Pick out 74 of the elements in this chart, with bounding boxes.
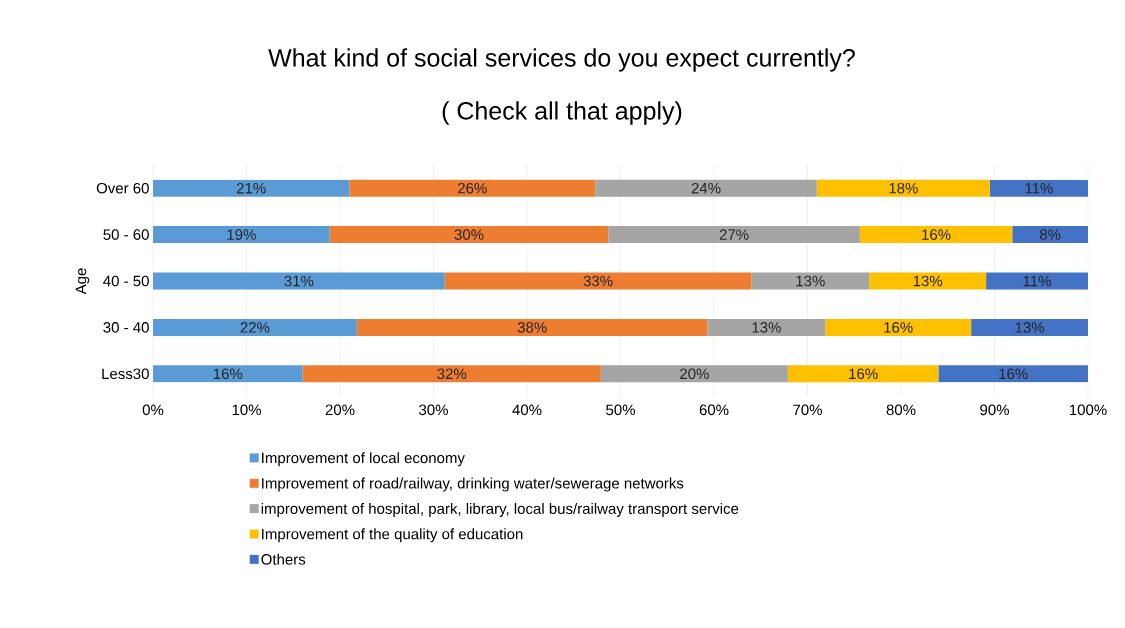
bar xyxy=(707,318,826,336)
data-label: 16% xyxy=(999,368,1028,380)
data-label: 32% xyxy=(437,368,467,380)
x-tick-label: 30% xyxy=(419,404,448,416)
bar xyxy=(444,272,752,290)
legend-label: Improvement of road/railway, drinking water/sewerage networks xyxy=(262,477,684,492)
data-label: 26% xyxy=(458,182,487,194)
data-label: 24% xyxy=(691,182,721,194)
x-tick-label: 0% xyxy=(142,404,164,416)
data-label: 21% xyxy=(236,182,266,194)
bar xyxy=(600,365,788,383)
bar xyxy=(153,226,330,244)
y-tick-label: Over 60 xyxy=(96,182,149,194)
data-label: 8% xyxy=(1039,229,1061,240)
bar xyxy=(986,272,1088,290)
bar xyxy=(302,365,601,383)
data-label: 13% xyxy=(752,322,781,333)
data-label: 20% xyxy=(680,368,709,380)
bar xyxy=(153,365,303,383)
bar xyxy=(971,318,1088,336)
x-tick-label: 10% xyxy=(232,404,261,416)
bar xyxy=(608,226,860,244)
x-tick-label: 90% xyxy=(980,404,1009,416)
x-tick-label: 70% xyxy=(793,404,822,416)
bar xyxy=(816,179,990,197)
y-axis-title: Age xyxy=(75,268,90,295)
data-label: 18% xyxy=(889,182,918,194)
x-tick-label: 20% xyxy=(325,404,355,416)
data-label: 22% xyxy=(240,322,270,333)
data-label: 13% xyxy=(796,275,825,287)
bar xyxy=(1012,226,1088,244)
data-label: 11% xyxy=(1025,182,1053,194)
bar xyxy=(869,272,987,290)
data-label: 16% xyxy=(884,322,913,333)
bar xyxy=(595,179,817,197)
bar xyxy=(938,365,1088,383)
bar xyxy=(751,272,870,290)
data-label: 19% xyxy=(227,229,256,240)
bar xyxy=(787,365,939,383)
x-tick-label: 40% xyxy=(512,404,542,416)
data-label: 11% xyxy=(1023,275,1051,287)
y-tick-label: 30 - 40 xyxy=(103,322,149,333)
y-tick-label: Less30 xyxy=(102,368,149,380)
bar xyxy=(859,226,1013,244)
bar xyxy=(349,179,596,197)
data-label: 13% xyxy=(913,275,943,287)
data-label: 16% xyxy=(922,229,951,240)
data-label: 27% xyxy=(719,229,749,240)
bar xyxy=(153,272,445,290)
chart-title: What kind of social services do you expect currently? xyxy=(268,48,855,72)
data-label: 33% xyxy=(583,275,613,287)
data-label: 38% xyxy=(517,322,547,333)
bar xyxy=(153,318,357,336)
data-label: 31% xyxy=(284,275,314,287)
y-tick-label: 50 - 60 xyxy=(103,229,149,240)
data-label: 16% xyxy=(213,368,243,380)
bar xyxy=(329,226,609,244)
data-label: 13% xyxy=(1015,322,1045,333)
x-tick-label: 60% xyxy=(699,404,729,416)
data-label: 30% xyxy=(454,229,484,240)
bar xyxy=(356,318,708,336)
data-label: 16% xyxy=(849,368,878,380)
legend-label: Improvement of the quality of education xyxy=(262,528,523,543)
legend-label: Others xyxy=(261,553,306,565)
chart-subtitle: ( Check all that apply) xyxy=(442,101,682,125)
x-tick-label: 50% xyxy=(606,404,635,416)
bar xyxy=(825,318,972,336)
bar xyxy=(989,179,1088,197)
bar xyxy=(153,179,350,197)
legend-label: improvement of hospital, park, library, local bus/railway transport service xyxy=(261,502,739,517)
y-tick-label: 40 - 50 xyxy=(103,275,149,287)
x-tick-label: 80% xyxy=(886,404,916,416)
legend-label: Improvement of local economy xyxy=(262,452,465,467)
x-tick-label: 100% xyxy=(1069,404,1107,416)
